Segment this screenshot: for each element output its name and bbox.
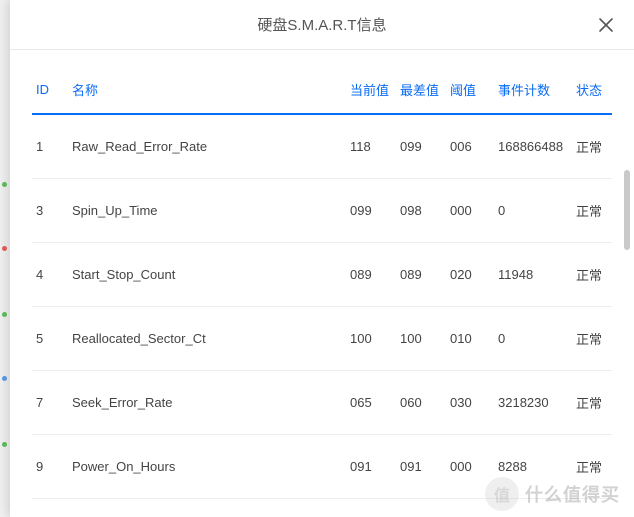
cell-name: Power_On_Hours	[68, 435, 346, 499]
cell-thr: 020	[446, 243, 494, 307]
cell-st: 正常	[572, 243, 612, 307]
cell-name: Seek_Error_Rate	[68, 371, 346, 435]
cell-cur: 099	[346, 179, 396, 243]
table-row[interactable]: 9Power_On_Hours0910910008288正常	[32, 435, 612, 499]
cell-name: Start_Stop_Count	[68, 243, 346, 307]
col-header-name[interactable]: 名称	[68, 50, 346, 114]
cell-st: 正常	[572, 179, 612, 243]
edge-dot	[2, 442, 7, 447]
table-row[interactable]: 3Spin_Up_Time0990980000正常	[32, 179, 612, 243]
col-header-cur[interactable]: 当前值	[346, 50, 396, 114]
cell-cur: 118	[346, 114, 396, 179]
cell-st: 正常	[572, 307, 612, 371]
cell-st: 正常	[572, 435, 612, 499]
cell-raw: 3218230	[494, 371, 572, 435]
edge-dot	[2, 246, 7, 251]
table-row[interactable]: 4Start_Stop_Count08908902011948正常	[32, 243, 612, 307]
cell-name: Raw_Read_Error_Rate	[68, 114, 346, 179]
table-row[interactable]: 5Reallocated_Sector_Ct1001000100正常	[32, 307, 612, 371]
cell-raw: 0	[494, 179, 572, 243]
cell-raw: 0	[494, 307, 572, 371]
table-row[interactable]: 1Raw_Read_Error_Rate118099006168866488正常	[32, 114, 612, 179]
cell-thr: 030	[446, 371, 494, 435]
table-header-row: ID 名称 当前值 最差值 阈值 事件计数 状态	[32, 50, 612, 114]
edge-dot	[2, 312, 7, 317]
table-row[interactable]: 7Seek_Error_Rate0650600303218230正常	[32, 371, 612, 435]
cell-worst: 089	[396, 243, 446, 307]
cell-thr: 006	[446, 114, 494, 179]
edge-dot	[2, 376, 7, 381]
cell-raw: 168866488	[494, 114, 572, 179]
smart-info-dialog: 硬盘S.M.A.R.T信息 ID 名称 当前值 最差值 阈值 事件计数 状态	[10, 0, 634, 517]
cell-id: 9	[32, 435, 68, 499]
col-header-raw[interactable]: 事件计数	[494, 50, 572, 114]
cell-id: 3	[32, 179, 68, 243]
col-header-id[interactable]: ID	[32, 50, 68, 114]
scrollbar-thumb[interactable]	[624, 170, 630, 250]
titlebar: 硬盘S.M.A.R.T信息	[10, 0, 634, 50]
cell-cur: 100	[346, 307, 396, 371]
cell-worst: 098	[396, 179, 446, 243]
cell-raw: 11948	[494, 243, 572, 307]
cell-cur: 091	[346, 435, 396, 499]
cell-st: 正常	[572, 371, 612, 435]
cell-worst: 091	[396, 435, 446, 499]
cell-id: 5	[32, 307, 68, 371]
cell-st: 正常	[572, 114, 612, 179]
edge-dot	[2, 182, 7, 187]
cell-name: Reallocated_Sector_Ct	[68, 307, 346, 371]
cell-thr: 010	[446, 307, 494, 371]
cell-thr: 000	[446, 435, 494, 499]
cell-id: 7	[32, 371, 68, 435]
col-header-worst[interactable]: 最差值	[396, 50, 446, 114]
cell-worst: 060	[396, 371, 446, 435]
cell-raw: 8288	[494, 435, 572, 499]
close-icon[interactable]	[596, 15, 616, 35]
cell-worst: 100	[396, 307, 446, 371]
col-header-thr[interactable]: 阈值	[446, 50, 494, 114]
dialog-title: 硬盘S.M.A.R.T信息	[257, 14, 386, 35]
cell-cur: 089	[346, 243, 396, 307]
cell-worst: 099	[396, 114, 446, 179]
left-edge-dots	[2, 0, 8, 517]
cell-id: 1	[32, 114, 68, 179]
smart-table: ID 名称 当前值 最差值 阈值 事件计数 状态 1Raw_Read_Error…	[32, 50, 612, 499]
cell-id: 4	[32, 243, 68, 307]
table-body: 1Raw_Read_Error_Rate118099006168866488正常…	[32, 114, 612, 499]
col-header-st[interactable]: 状态	[572, 50, 612, 114]
cell-thr: 000	[446, 179, 494, 243]
cell-cur: 065	[346, 371, 396, 435]
cell-name: Spin_Up_Time	[68, 179, 346, 243]
dialog-content: ID 名称 当前值 最差值 阈值 事件计数 状态 1Raw_Read_Error…	[10, 50, 634, 517]
